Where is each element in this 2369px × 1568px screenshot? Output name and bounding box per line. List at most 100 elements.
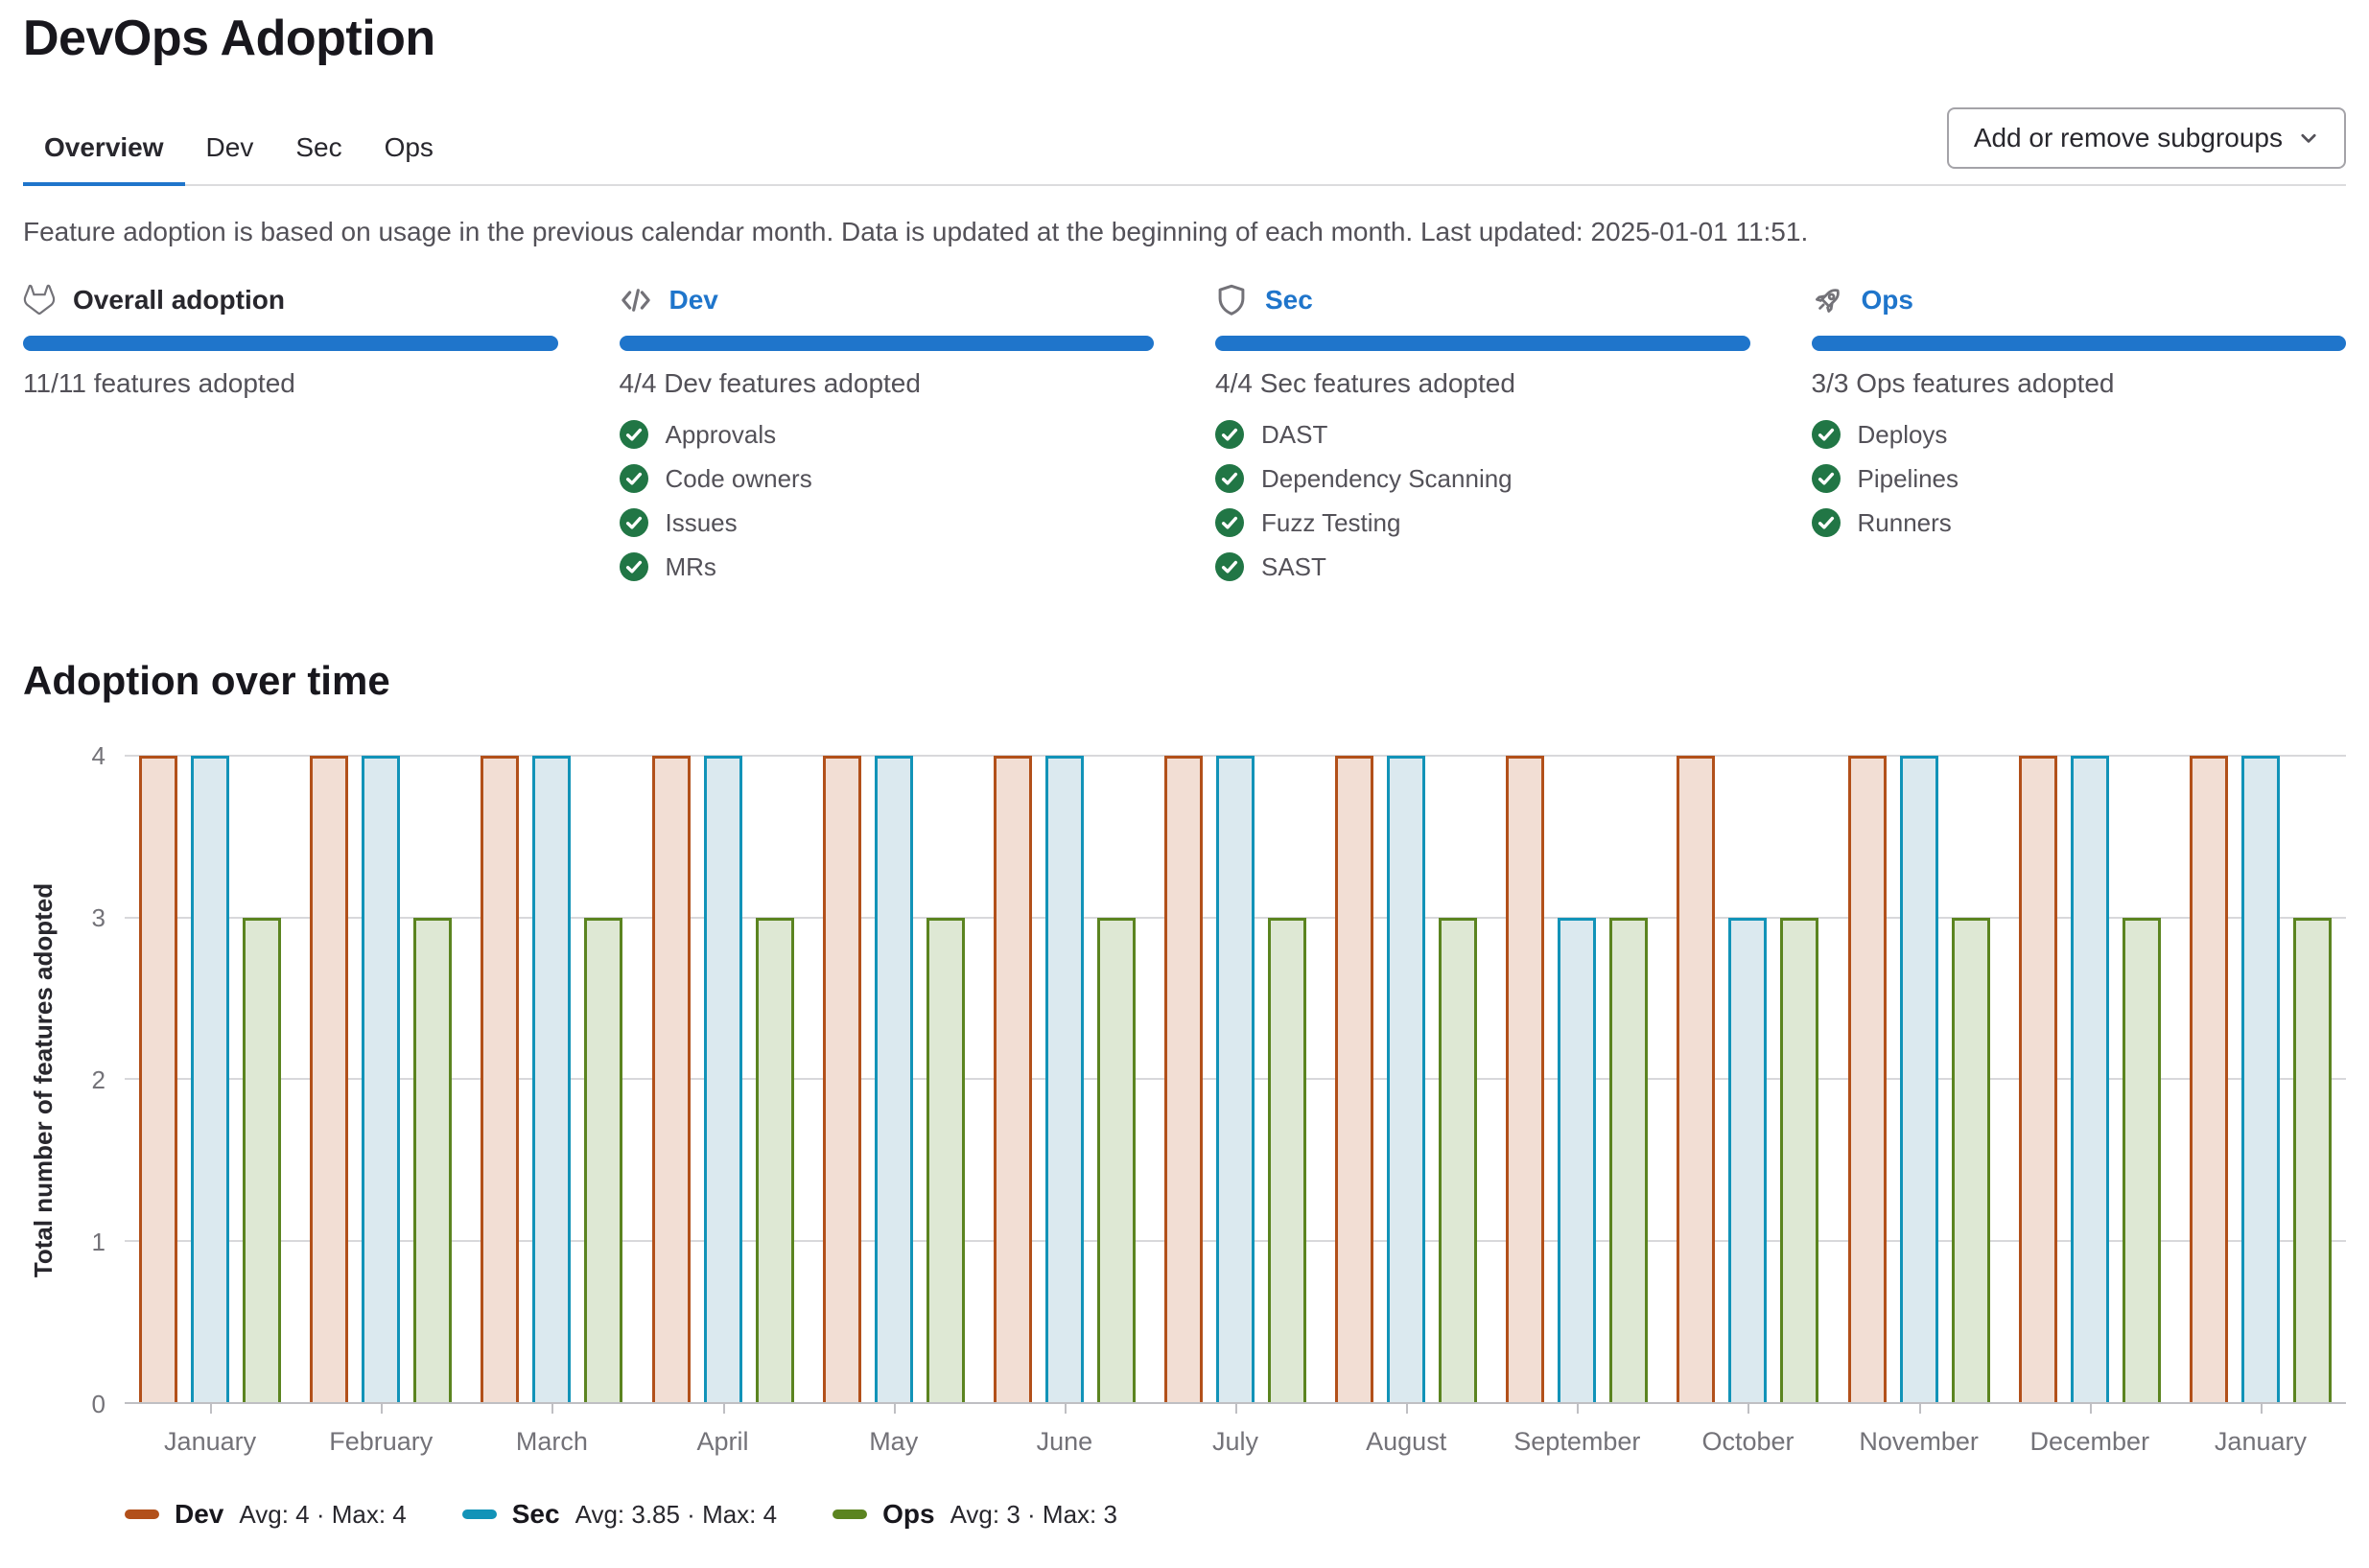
bar-ops-october-9[interactable] [1780,917,1819,1402]
bar-sec-september-8[interactable] [1558,917,1597,1402]
feature-issues: Issues [619,506,1155,539]
feature-label: Runners [1857,508,1952,537]
legend-item-dev[interactable]: Dev Avg: 4 · Max: 4 [125,1499,407,1530]
check-circle-icon [1215,420,1244,449]
feature-pipelines: Pipelines [1811,462,2347,495]
check-circle-icon [1215,552,1244,581]
feature-dependency-scanning: Dependency Scanning [1215,462,1750,495]
progress-bar [1811,336,2346,351]
bar-group-march-2 [466,756,637,1402]
tab-dev[interactable]: Dev [205,132,254,162]
feature-label: DAST [1261,420,1328,449]
x-tick-label-january-0: January [125,1404,295,1457]
check-circle-icon [1215,508,1244,537]
bar-ops-may-4[interactable] [926,917,965,1402]
bar-dev-april-3[interactable] [651,756,691,1402]
bar-sec-october-9[interactable] [1728,917,1768,1402]
bar-sec-december-11[interactable] [2070,756,2109,1402]
feature-list: DAST Dependency Scanning Fuzz Testing SAST [1215,418,1750,583]
bar-sec-november-10[interactable] [1899,756,1938,1402]
bar-ops-january-0[interactable] [243,917,282,1402]
bar-sec-june-5[interactable] [1044,756,1084,1402]
bar-ops-february-1[interactable] [413,917,453,1402]
x-tick-label-june-5: June [979,1404,1150,1457]
card-title-dev[interactable]: Dev [668,285,718,315]
bar-ops-july-6[interactable] [1268,917,1307,1402]
bar-sec-july-6[interactable] [1216,756,1255,1402]
bar-sec-february-1[interactable] [362,756,401,1402]
feature-approvals: Approvals [619,418,1155,451]
legend-name: Sec [511,1499,560,1529]
check-circle-icon [619,464,648,493]
y-tick-label-2: 2 [91,1065,106,1094]
bar-group-october-9 [1662,756,1833,1402]
adoption-over-time-title: Adoption over time [23,658,390,703]
progress-label: 4/4 Dev features adopted [619,368,921,398]
bar-sec-august-7[interactable] [1387,756,1426,1402]
x-tick-label-november-10: November [1834,1404,2005,1457]
bar-dev-august-7[interactable] [1335,756,1374,1402]
bar-ops-march-2[interactable] [584,917,623,1402]
bar-group-december-11 [2005,756,2175,1402]
bar-sec-january-12[interactable] [2240,756,2280,1402]
progress-label: 4/4 Sec features adopted [1215,368,1515,398]
bar-ops-april-3[interactable] [755,917,794,1402]
bar-sec-january-0[interactable] [191,756,230,1402]
legend-swatch-dev [125,1509,159,1519]
bar-dev-march-2[interactable] [481,756,520,1402]
bar-dev-february-1[interactable] [310,756,349,1402]
chart-legend: Dev Avg: 4 · Max: 4 Sec Avg: 3.85 · Max: 4 O… [125,1499,2346,1530]
check-circle-icon [619,508,648,537]
bar-ops-september-8[interactable] [1609,917,1649,1402]
y-axis-tick-labels: 0 1 2 3 4 [65,743,125,1416]
bar-ops-november-10[interactable] [1951,917,1990,1402]
bar-ops-august-7[interactable] [1439,917,1478,1402]
bar-dev-june-5[interactable] [993,756,1032,1402]
progress-label: 3/3 Ops features adopted [1811,368,2115,398]
bar-sec-may-4[interactable] [874,756,913,1402]
progress-label: 11/11 features adopted [23,368,295,398]
bar-sec-april-3[interactable] [703,756,742,1402]
bar-dev-may-4[interactable] [822,756,861,1402]
bar-groups [125,756,2346,1402]
bar-sec-march-2[interactable] [532,756,572,1402]
bar-ops-december-11[interactable] [2122,917,2161,1402]
tanuki-icon [23,284,56,316]
feature-deploys: Deploys [1811,418,2347,451]
bar-ops-june-5[interactable] [1096,917,1136,1402]
bar-dev-october-9[interactable] [1677,756,1716,1402]
add-or-remove-subgroups-button[interactable]: Add or remove subgroups [1946,107,2346,169]
x-tick-label-march-2: March [466,1404,637,1457]
tab-bar: Overview Dev Sec Ops Add or remove subgroup… [23,107,2346,186]
feature-label: Deploys [1857,420,1948,449]
progress-bar [619,336,1154,351]
legend-item-ops[interactable]: Ops Avg: 3 · Max: 3 [833,1499,1117,1530]
feature-label: Issues [665,508,738,537]
progress-bar [1215,336,1750,351]
legend-stats: Avg: 3.85 · Max: 4 [575,1499,778,1529]
bar-dev-september-8[interactable] [1506,756,1545,1402]
tab-overview[interactable]: Overview [23,117,185,186]
x-tick-label-december-11: December [2005,1404,2175,1457]
bar-dev-november-10[interactable] [1847,756,1887,1402]
bar-dev-december-11[interactable] [2018,756,2057,1402]
x-tick-label-august-7: August [1321,1404,1491,1457]
bar-dev-january-0[interactable] [139,756,178,1402]
tab-sec[interactable]: Sec [295,132,342,162]
bar-group-january-12 [2175,756,2346,1402]
legend-item-sec[interactable]: Sec Avg: 3.85 · Max: 4 [461,1499,778,1530]
feature-fuzz-testing: Fuzz Testing [1215,506,1750,539]
card-title-ops[interactable]: Ops [1861,285,1913,315]
bar-group-november-10 [1834,756,2005,1402]
feature-code-owners: Code owners [619,462,1155,495]
bar-ops-january-12[interactable] [2292,917,2332,1402]
bar-dev-january-12[interactable] [2189,756,2228,1402]
bar-group-august-7 [1321,756,1491,1402]
card-title-sec[interactable]: Sec [1265,285,1313,315]
check-circle-icon [619,420,648,449]
legend-stats: Avg: 4 · Max: 4 [239,1499,407,1529]
feature-label: MRs [665,552,716,581]
bar-group-january-0 [125,756,295,1402]
tab-ops[interactable]: Ops [384,132,434,162]
bar-dev-july-6[interactable] [1164,756,1204,1402]
